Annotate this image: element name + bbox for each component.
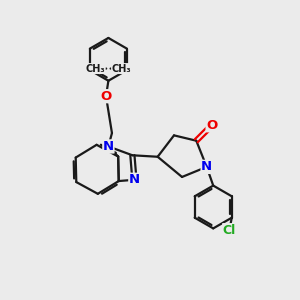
Text: Cl: Cl — [223, 224, 236, 237]
Text: N: N — [103, 140, 114, 153]
Text: CH₃: CH₃ — [112, 64, 131, 74]
Text: CH₃: CH₃ — [85, 64, 105, 74]
Text: N: N — [201, 160, 212, 173]
Text: O: O — [206, 119, 218, 132]
Text: O: O — [100, 90, 112, 103]
Text: N: N — [129, 173, 140, 186]
